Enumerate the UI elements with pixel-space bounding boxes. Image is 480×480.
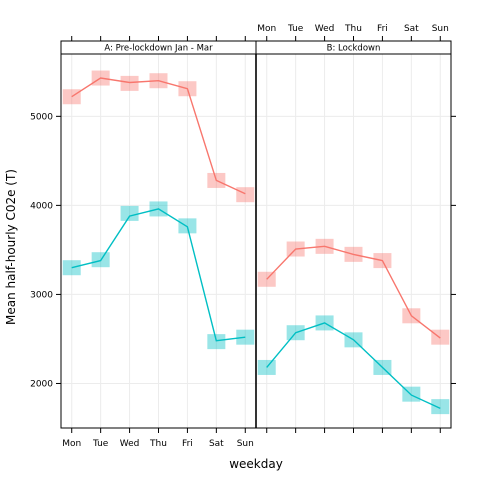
interval-box [120,205,139,221]
y-tick-label: 2000 [30,379,53,389]
series-line [71,208,246,342]
y-axis-title: Mean half-hourly C02e (T) [4,169,18,325]
interval-box [236,187,255,203]
interval-box [257,359,276,375]
interval-box [207,334,226,350]
x-tick-label: Tue [287,24,304,34]
series-line [266,322,441,410]
series-line [71,77,246,195]
x-tick-label: Sat [404,24,419,34]
tick-layer: Mon Mon Tue Tue Wed Wed Thu Thu Fri Fri Sat Sat Sun S… [30,24,456,449]
line-layer [71,77,441,410]
x-tick-label: Wed [120,439,140,449]
interval-box [120,75,139,91]
strip-label: A: Pre-lockdown Jan - Mar [104,44,213,54]
x-tick-label: Fri [377,24,388,34]
x-tick-label: Thu [149,439,167,449]
interval-box [431,399,450,415]
y-tick-label: 3000 [30,290,53,300]
x-tick-label: Sat [209,439,224,449]
strip-label: B: Lockdown [327,44,381,54]
frame-layer [60,41,452,429]
x-axis-title: weekday [229,457,283,471]
interval-box [431,329,450,345]
series-line [266,245,441,339]
x-tick-label: Sun [237,439,254,449]
x-tick-label: Fri [182,439,193,449]
x-tick-label: Thu [344,24,362,34]
x-tick-label: Wed [315,24,335,34]
strip-layer: A: Pre-lockdown Jan - Mar B: Lockdown [60,40,452,55]
grid-layer [61,54,451,428]
interval-box [62,89,81,105]
y-tick-label: 5000 [30,112,53,122]
strip-box [255,40,452,55]
y-tick-label: 4000 [30,201,53,211]
x-tick-label: Mon [62,439,81,449]
x-tick-label: Sun [432,24,449,34]
x-tick-label: Tue [92,439,109,449]
x-tick-label: Mon [257,24,276,34]
interval-box [178,218,197,234]
